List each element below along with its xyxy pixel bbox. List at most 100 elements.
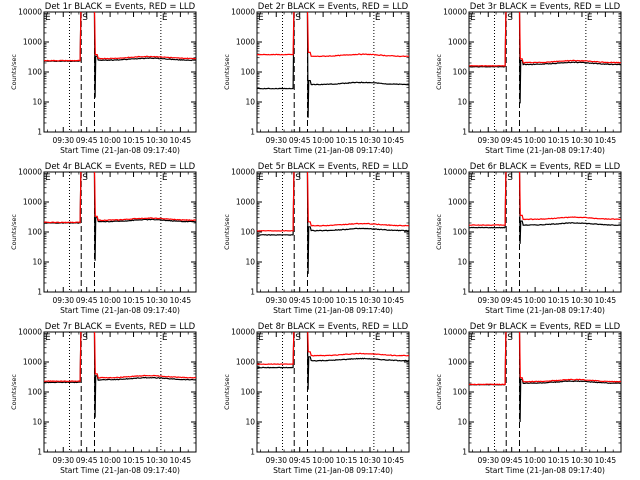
y-tick-label: 10 <box>457 258 467 267</box>
y-axis-label: Counts/sec <box>435 214 443 250</box>
y-tick-label: 1 <box>37 448 42 457</box>
x-tick-label: 10:30 <box>359 456 381 465</box>
chart-title: Det 3r BLACK = Events, RED = LLD <box>470 2 621 12</box>
x-tick-label: 09:45 <box>289 456 311 465</box>
event-flag: S <box>82 13 88 23</box>
x-axis-label: Start Time (21-Jan-08 09:17:40) <box>273 146 393 155</box>
y-tick-label: 1000 <box>23 198 42 207</box>
y-tick-label: 100 <box>453 388 468 397</box>
y-tick-label: 10000 <box>443 168 467 177</box>
y-tick-label: 10 <box>32 258 42 267</box>
y-axis-label: Counts/sec <box>223 374 231 410</box>
event-flag: S <box>507 173 513 183</box>
chart-panel-1: Det 1r BLACK = Events, RED = LLD 1 10 100 10… <box>10 2 197 155</box>
y-tick-label: 10 <box>245 98 255 107</box>
y-tick-label: 1 <box>462 448 467 457</box>
y-tick-label: 10000 <box>18 168 42 177</box>
y-tick-label: 100 <box>28 388 43 397</box>
event-flag: E <box>375 173 381 183</box>
event-flag: S <box>507 333 513 343</box>
event-flag: E <box>45 13 51 23</box>
chart-panel-5: Det 5r BLACK = Events, RED = LLD 1 10 100 10… <box>223 162 410 315</box>
x-tick-label: 10:15 <box>123 136 145 145</box>
x-tick-label: 10:45 <box>170 456 192 465</box>
x-tick-label: 10:45 <box>383 296 405 305</box>
x-tick-label: 09:45 <box>289 296 311 305</box>
event-flag: S <box>295 173 301 183</box>
event-flag: E <box>45 173 51 183</box>
x-axis-label: Start Time (21-Jan-08 09:17:40) <box>485 146 605 155</box>
chart-panel-8: Det 8r BLACK = Events, RED = LLD 1 10 100 10… <box>223 322 410 475</box>
event-flag: E <box>470 13 476 23</box>
x-axis-label: Start Time (21-Jan-08 09:17:40) <box>60 466 180 475</box>
x-tick-label: 10:30 <box>146 136 168 145</box>
y-tick-label: 10000 <box>231 168 255 177</box>
event-flag: E <box>258 173 264 183</box>
y-tick-label: 10 <box>245 418 255 427</box>
x-tick-label: 10:15 <box>123 456 145 465</box>
x-tick-label: 10:30 <box>359 296 381 305</box>
y-tick-label: 10000 <box>443 328 467 337</box>
x-axis-label: Start Time (21-Jan-08 09:17:40) <box>273 306 393 315</box>
y-tick-label: 1000 <box>448 38 467 47</box>
x-tick-label: 10:00 <box>99 296 121 305</box>
x-tick-label: 10:15 <box>336 136 358 145</box>
x-tick-label: 10:15 <box>548 456 570 465</box>
x-tick-label: 09:30 <box>477 296 499 305</box>
y-tick-label: 10000 <box>18 328 42 337</box>
event-flag: E <box>470 173 476 183</box>
x-tick-label: 10:00 <box>312 456 334 465</box>
x-tick-label: 10:15 <box>336 456 358 465</box>
x-tick-label: 09:30 <box>265 296 287 305</box>
series-lld-line <box>44 332 196 383</box>
y-tick-label: 10000 <box>231 8 255 17</box>
y-tick-label: 1000 <box>236 38 255 47</box>
series-events-line <box>44 12 196 98</box>
series-lld-line <box>257 172 409 232</box>
series-lld-line <box>469 332 621 386</box>
series-events-line <box>257 172 409 274</box>
y-axis-label: Counts/sec <box>223 54 231 90</box>
event-flag: S <box>507 13 513 23</box>
event-flag: E <box>258 13 264 23</box>
event-flag: E <box>162 13 168 23</box>
event-flag: S <box>82 333 88 343</box>
y-tick-label: 1 <box>250 288 255 297</box>
x-tick-label: 10:00 <box>312 136 334 145</box>
y-tick-label: 10000 <box>231 328 255 337</box>
y-tick-label: 100 <box>453 228 468 237</box>
y-axis-label: Counts/sec <box>435 54 443 90</box>
y-tick-label: 1000 <box>236 358 255 367</box>
series-events-line <box>469 332 621 423</box>
y-tick-label: 1000 <box>23 38 42 47</box>
x-tick-label: 10:15 <box>123 296 145 305</box>
y-axis-label: Counts/sec <box>10 214 18 250</box>
x-tick-label: 10:15 <box>336 296 358 305</box>
x-tick-label: 09:30 <box>52 136 74 145</box>
chart-title: Det 4r BLACK = Events, RED = LLD <box>45 162 196 172</box>
event-flag: E <box>587 173 593 183</box>
series-events-line <box>469 172 621 244</box>
event-flag: S <box>295 333 301 343</box>
x-tick-label: 10:45 <box>170 296 192 305</box>
event-flag: E <box>375 13 381 23</box>
x-tick-label: 09:30 <box>265 136 287 145</box>
y-axis-label: Counts/sec <box>10 54 18 90</box>
series-lld-line <box>257 12 409 58</box>
event-flag: S <box>82 173 88 183</box>
y-tick-label: 1 <box>462 128 467 137</box>
event-flag: E <box>587 333 593 343</box>
chart-title: Det 5r BLACK = Events, RED = LLD <box>258 162 409 172</box>
chart-title: Det 2r BLACK = Events, RED = LLD <box>258 2 409 12</box>
x-tick-label: 10:45 <box>595 136 617 145</box>
x-axis-label: Start Time (21-Jan-08 09:17:40) <box>60 146 180 155</box>
x-tick-label: 09:30 <box>52 296 74 305</box>
x-tick-label: 09:45 <box>501 136 523 145</box>
x-tick-label: 09:30 <box>265 456 287 465</box>
series-events-line <box>257 12 409 118</box>
x-axis-label: Start Time (21-Jan-08 09:17:40) <box>485 306 605 315</box>
x-tick-label: 09:45 <box>76 296 98 305</box>
x-tick-label: 09:45 <box>289 136 311 145</box>
chart-title: Det 8r BLACK = Events, RED = LLD <box>258 322 409 332</box>
